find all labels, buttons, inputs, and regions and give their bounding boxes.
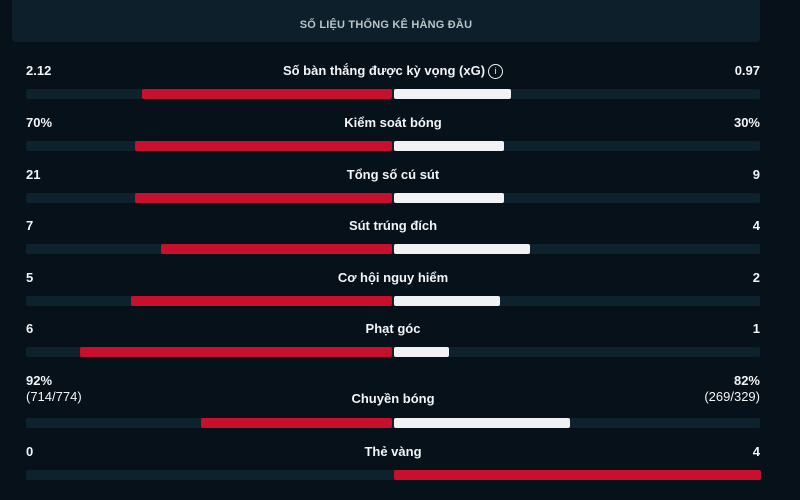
stat-label: Sút trúng đích bbox=[26, 218, 760, 234]
away-bar bbox=[394, 470, 761, 480]
stat-label-text: Tổng số cú sút bbox=[346, 167, 440, 182]
away-bar bbox=[394, 141, 505, 151]
stat-row: 0 Thẻ vàng 4 bbox=[26, 444, 761, 484]
stat-row: 92% (714/774) Chuyền bóng 82% (269/329) bbox=[26, 373, 760, 428]
home-value: 0 bbox=[26, 444, 33, 460]
stat-row: 7 Sút trúng đích 4 bbox=[26, 218, 760, 258]
home-value-text: 6 bbox=[26, 321, 34, 336]
away-value: 1 bbox=[753, 321, 760, 337]
away-detail: (269/329) bbox=[704, 389, 760, 404]
section-title: SỐ LIỆU THỐNG KÊ HÀNG ĐẦU bbox=[299, 19, 473, 31]
away-value: 0.97 bbox=[735, 63, 760, 79]
stat-bar-track bbox=[26, 141, 760, 151]
home-value-text: 7 bbox=[26, 218, 34, 233]
stat-label: Phạt góc bbox=[26, 321, 760, 337]
home-detail: (714/774) bbox=[26, 389, 82, 404]
stat-bar-track bbox=[26, 347, 760, 357]
away-bar bbox=[394, 193, 505, 203]
home-bar bbox=[135, 193, 392, 203]
stat-label: Tổng số cú sút bbox=[26, 167, 760, 183]
stat-bar-track bbox=[26, 193, 760, 203]
stat-row: 6 Phạt góc 1 bbox=[26, 321, 760, 361]
away-bar bbox=[394, 296, 501, 306]
away-value: 4 bbox=[753, 218, 760, 234]
home-value-text: 0 bbox=[26, 444, 34, 459]
stat-label: Cơ hội nguy hiểm bbox=[26, 270, 760, 286]
away-bar bbox=[394, 347, 450, 357]
away-value-text: 1 bbox=[752, 321, 760, 336]
away-value-text: 4 bbox=[752, 218, 760, 233]
stat-label-text: Cơ hội nguy hiểm bbox=[337, 270, 449, 285]
stat-row: 70% Kiểm soát bóng 30% bbox=[26, 115, 760, 155]
stat-label-text: Số bàn thắng được kỳ vọng (xG) bbox=[282, 63, 486, 78]
home-value: 92% (714/774) bbox=[26, 373, 82, 405]
away-value: 82% (269/329) bbox=[704, 373, 760, 405]
stat-bar-track bbox=[26, 89, 760, 99]
away-value: 30% bbox=[734, 115, 760, 131]
home-value-text: 5 bbox=[26, 270, 34, 285]
stat-label: Chuyền bóng bbox=[26, 391, 760, 407]
away-value-text: 2 bbox=[752, 270, 760, 285]
stat-label: Số bàn thắng được kỳ vọng (xG) i bbox=[26, 63, 760, 80]
stat-label: Thẻ vàng bbox=[26, 444, 760, 460]
home-value-text: 92% bbox=[26, 373, 53, 388]
stat-label-text: Kiểm soát bóng bbox=[344, 115, 442, 130]
stat-label-text: Sút trúng đích bbox=[348, 218, 438, 233]
home-bar bbox=[201, 418, 392, 428]
away-bar bbox=[394, 89, 512, 99]
away-value: 9 bbox=[753, 167, 760, 183]
stat-row: 21 Tổng số cú sút 9 bbox=[26, 167, 760, 207]
home-value: 6 bbox=[26, 321, 33, 337]
home-value-text: 2.12 bbox=[26, 63, 52, 78]
section-header: SỐ LIỆU THỐNG KÊ HÀNG ĐẦU bbox=[12, 0, 760, 42]
home-bar bbox=[142, 89, 392, 99]
home-value: 5 bbox=[26, 270, 33, 286]
away-value-text: 4 bbox=[752, 444, 760, 459]
stat-bar-track bbox=[26, 470, 761, 480]
stat-bar-track bbox=[26, 296, 760, 306]
away-value-text: 82% bbox=[733, 373, 760, 388]
home-value: 2.12 bbox=[26, 63, 51, 79]
away-value-text: 30% bbox=[733, 115, 760, 130]
home-value-text: 70% bbox=[26, 115, 53, 130]
home-bar bbox=[131, 296, 392, 306]
home-bar bbox=[160, 244, 392, 254]
away-value: 4 bbox=[753, 444, 760, 460]
stat-label-text: Thẻ vàng bbox=[364, 444, 422, 459]
stat-bar-track bbox=[26, 418, 760, 428]
home-value: 21 bbox=[26, 167, 40, 183]
stat-row: 2.12 Số bàn thắng được kỳ vọng (xG) i 0.97 bbox=[26, 63, 760, 103]
stat-row: 5 Cơ hội nguy hiểm 2 bbox=[26, 270, 760, 310]
stat-label-text: Chuyền bóng bbox=[351, 391, 435, 406]
home-bar bbox=[80, 347, 392, 357]
stat-bar-track bbox=[26, 244, 760, 254]
away-value-text: 0.97 bbox=[734, 63, 760, 78]
home-value-text: 21 bbox=[26, 167, 41, 182]
info-icon[interactable]: i bbox=[488, 64, 504, 80]
away-value: 2 bbox=[753, 270, 760, 286]
home-bar bbox=[135, 141, 392, 151]
away-value-text: 9 bbox=[752, 167, 760, 182]
stat-label-text: Phạt góc bbox=[365, 321, 421, 336]
away-bar bbox=[394, 244, 530, 254]
stat-label: Kiểm soát bóng bbox=[26, 115, 760, 131]
home-value: 7 bbox=[26, 218, 33, 234]
away-bar bbox=[394, 418, 571, 428]
home-value: 70% bbox=[26, 115, 52, 131]
